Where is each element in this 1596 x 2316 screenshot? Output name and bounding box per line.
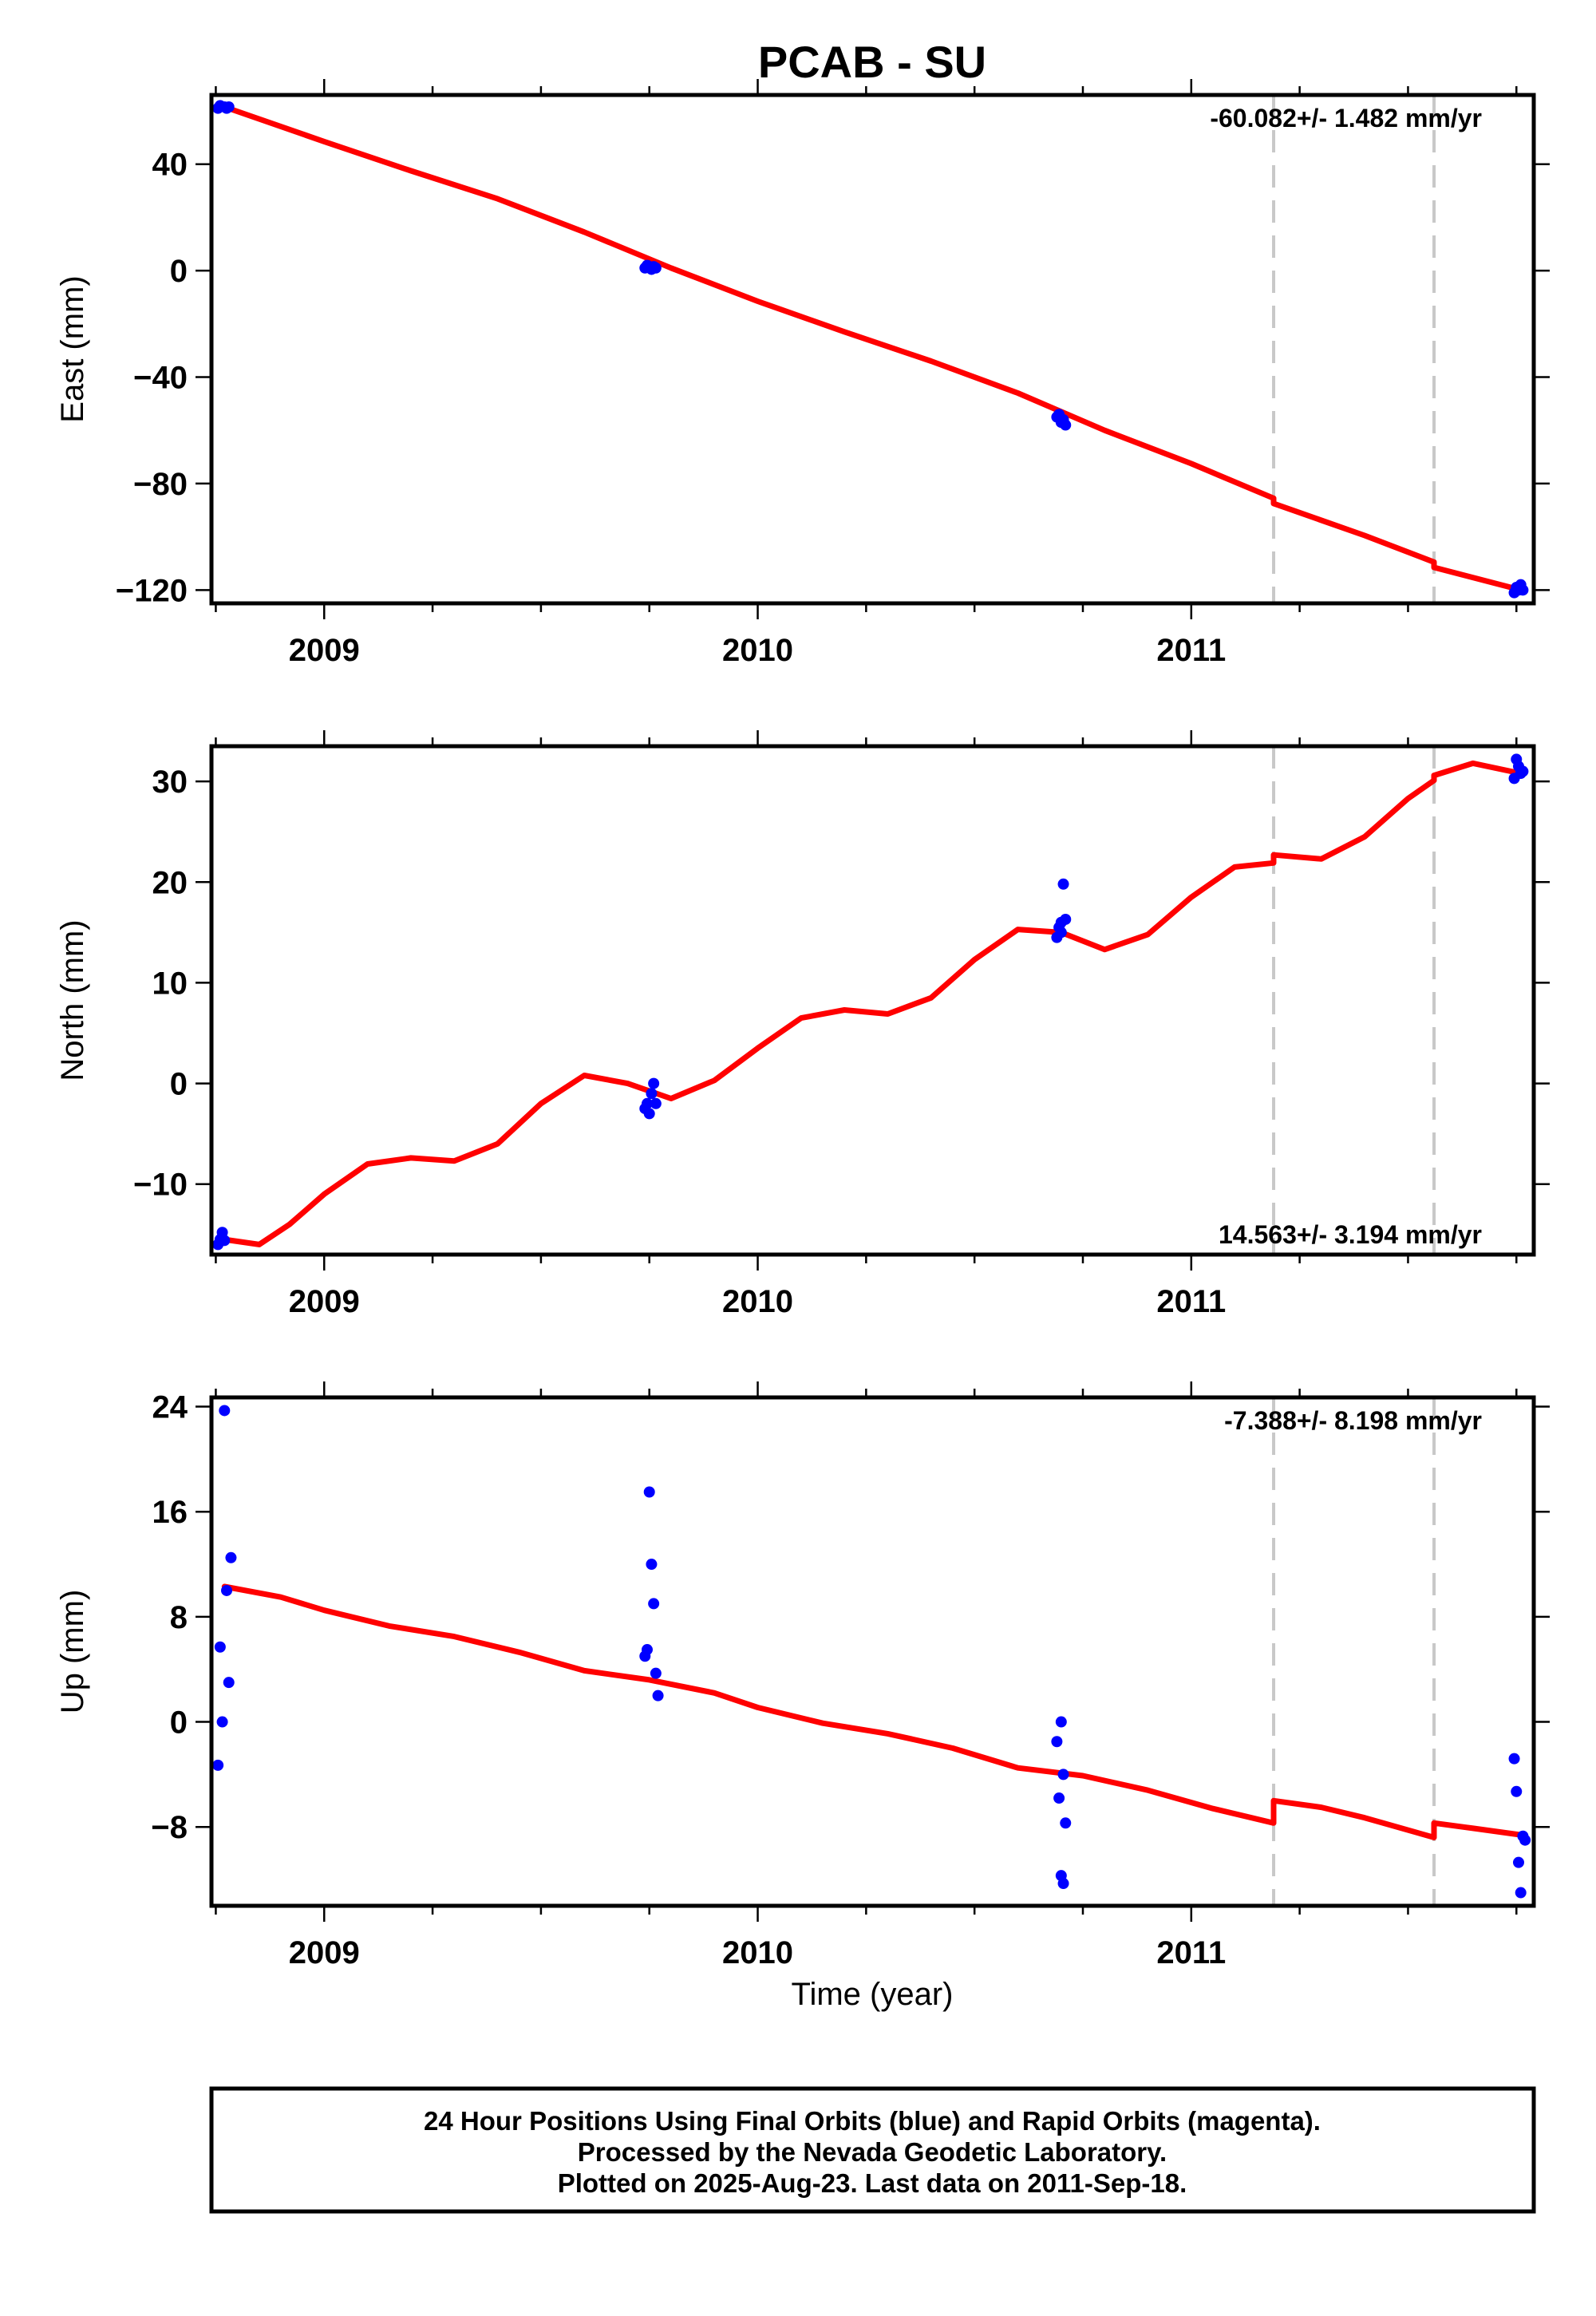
north-data-point bbox=[643, 1108, 655, 1120]
up-data-point bbox=[648, 1598, 660, 1610]
east-y-tick-label: −40 bbox=[133, 361, 188, 396]
east-data-point bbox=[650, 262, 662, 274]
north-data-point bbox=[1060, 913, 1072, 925]
north-data-point bbox=[1517, 765, 1529, 777]
east-panel: 2009 2010 2011 40 0 −40 −80 −120 East (mm) -60.08… bbox=[55, 79, 1550, 668]
east-data-point bbox=[1517, 584, 1529, 596]
up-model-line bbox=[221, 1583, 1524, 1840]
north-x-tick-label: 2009 bbox=[289, 1284, 360, 1319]
up-panel: 2009 2010 2011 24 16 8 0 −8 Up (mm) -7.388+/- 8.1… bbox=[55, 1381, 1550, 1970]
east-x-tick-label: 2010 bbox=[722, 633, 793, 668]
footer-line-2: Processed by the Nevada Geodetic Laborat… bbox=[578, 2137, 1167, 2167]
up-y-axis-label: Up (mm) bbox=[55, 1590, 90, 1714]
chart-title: PCAB - SU bbox=[758, 37, 986, 87]
east-rate-label: -60.082+/- 1.482 mm/yr bbox=[1210, 104, 1482, 132]
east-data-point bbox=[223, 101, 235, 113]
up-plot-frame bbox=[209, 1395, 1536, 1908]
up-data-point bbox=[641, 1644, 653, 1656]
north-y-tick-label: 30 bbox=[152, 765, 188, 800]
up-data-point bbox=[219, 1405, 231, 1417]
up-data-point bbox=[1053, 1792, 1065, 1804]
up-data-point bbox=[1057, 1769, 1069, 1780]
up-data-point bbox=[214, 1641, 226, 1653]
up-data-point bbox=[1519, 1834, 1531, 1846]
north-data-point bbox=[650, 1097, 662, 1109]
north-y-axis-label: North (mm) bbox=[55, 919, 90, 1081]
up-y-tick-label: −8 bbox=[151, 1810, 188, 1845]
up-data-point bbox=[650, 1667, 662, 1679]
up-y-tick-label: 16 bbox=[152, 1495, 188, 1530]
up-y-tick-label: 0 bbox=[170, 1705, 188, 1741]
north-y-tick-label: 20 bbox=[152, 865, 188, 900]
east-plot-frame bbox=[209, 93, 1536, 606]
north-x-tick-label: 2010 bbox=[722, 1284, 793, 1319]
up-data-point bbox=[212, 1759, 224, 1771]
up-data-point bbox=[652, 1690, 664, 1701]
east-y-tick-label: 40 bbox=[152, 148, 188, 183]
up-data-point bbox=[1055, 1716, 1067, 1728]
east-y-axis-label: East (mm) bbox=[55, 275, 90, 422]
north-data-point bbox=[1055, 927, 1067, 939]
north-data-point bbox=[1057, 878, 1069, 890]
up-data-point bbox=[1508, 1753, 1520, 1765]
north-data-point bbox=[648, 1077, 660, 1089]
up-data-point bbox=[643, 1486, 655, 1498]
up-y-tick-label: 8 bbox=[170, 1600, 188, 1635]
up-data-point bbox=[223, 1677, 235, 1689]
up-data-point bbox=[225, 1551, 237, 1563]
up-data-point bbox=[1057, 1878, 1069, 1890]
north-y-tick-label: −10 bbox=[133, 1168, 188, 1203]
north-x-tick-label: 2011 bbox=[1156, 1284, 1226, 1319]
up-x-tick-label: 2011 bbox=[1156, 1935, 1226, 1970]
east-y-tick-label: −80 bbox=[133, 467, 188, 502]
east-model-line bbox=[221, 104, 1524, 593]
north-model-line bbox=[221, 760, 1524, 1247]
footer-line-3: Plotted on 2025-Aug-23. Last data on 201… bbox=[558, 2168, 1187, 2198]
footer-box bbox=[209, 2086, 1536, 2214]
east-y-tick-label: −120 bbox=[116, 573, 188, 608]
north-y-tick-label: 10 bbox=[152, 966, 188, 1001]
x-axis-label: Time (year) bbox=[792, 1977, 954, 2012]
up-data-point bbox=[1512, 1856, 1524, 1868]
up-data-point bbox=[216, 1716, 228, 1728]
up-x-tick-label: 2010 bbox=[722, 1935, 793, 1970]
east-x-tick-label: 2011 bbox=[1156, 633, 1226, 668]
north-data-point bbox=[641, 1097, 653, 1109]
up-y-tick-label: 24 bbox=[152, 1390, 188, 1425]
up-data-point bbox=[646, 1559, 658, 1571]
east-data-point bbox=[1060, 419, 1072, 431]
up-x-tick-label: 2009 bbox=[289, 1935, 360, 1970]
east-y-tick-label: 0 bbox=[170, 254, 188, 289]
north-rate-label: 14.563+/- 3.194 mm/yr bbox=[1219, 1220, 1482, 1249]
footer-line-1: 24 Hour Positions Using Final Orbits (bl… bbox=[424, 2106, 1321, 2136]
up-data-point bbox=[1511, 1785, 1523, 1797]
up-data-point bbox=[1515, 1887, 1527, 1899]
up-data-point bbox=[221, 1584, 233, 1596]
north-plot-frame bbox=[209, 744, 1536, 1257]
north-y-tick-label: 0 bbox=[170, 1067, 188, 1102]
north-data-point bbox=[219, 1235, 231, 1247]
up-data-point bbox=[1060, 1817, 1072, 1829]
north-data-point bbox=[646, 1088, 658, 1100]
east-x-tick-label: 2009 bbox=[289, 633, 360, 668]
up-rate-label: -7.388+/- 8.198 mm/yr bbox=[1224, 1406, 1482, 1435]
up-data-point bbox=[1051, 1736, 1063, 1748]
